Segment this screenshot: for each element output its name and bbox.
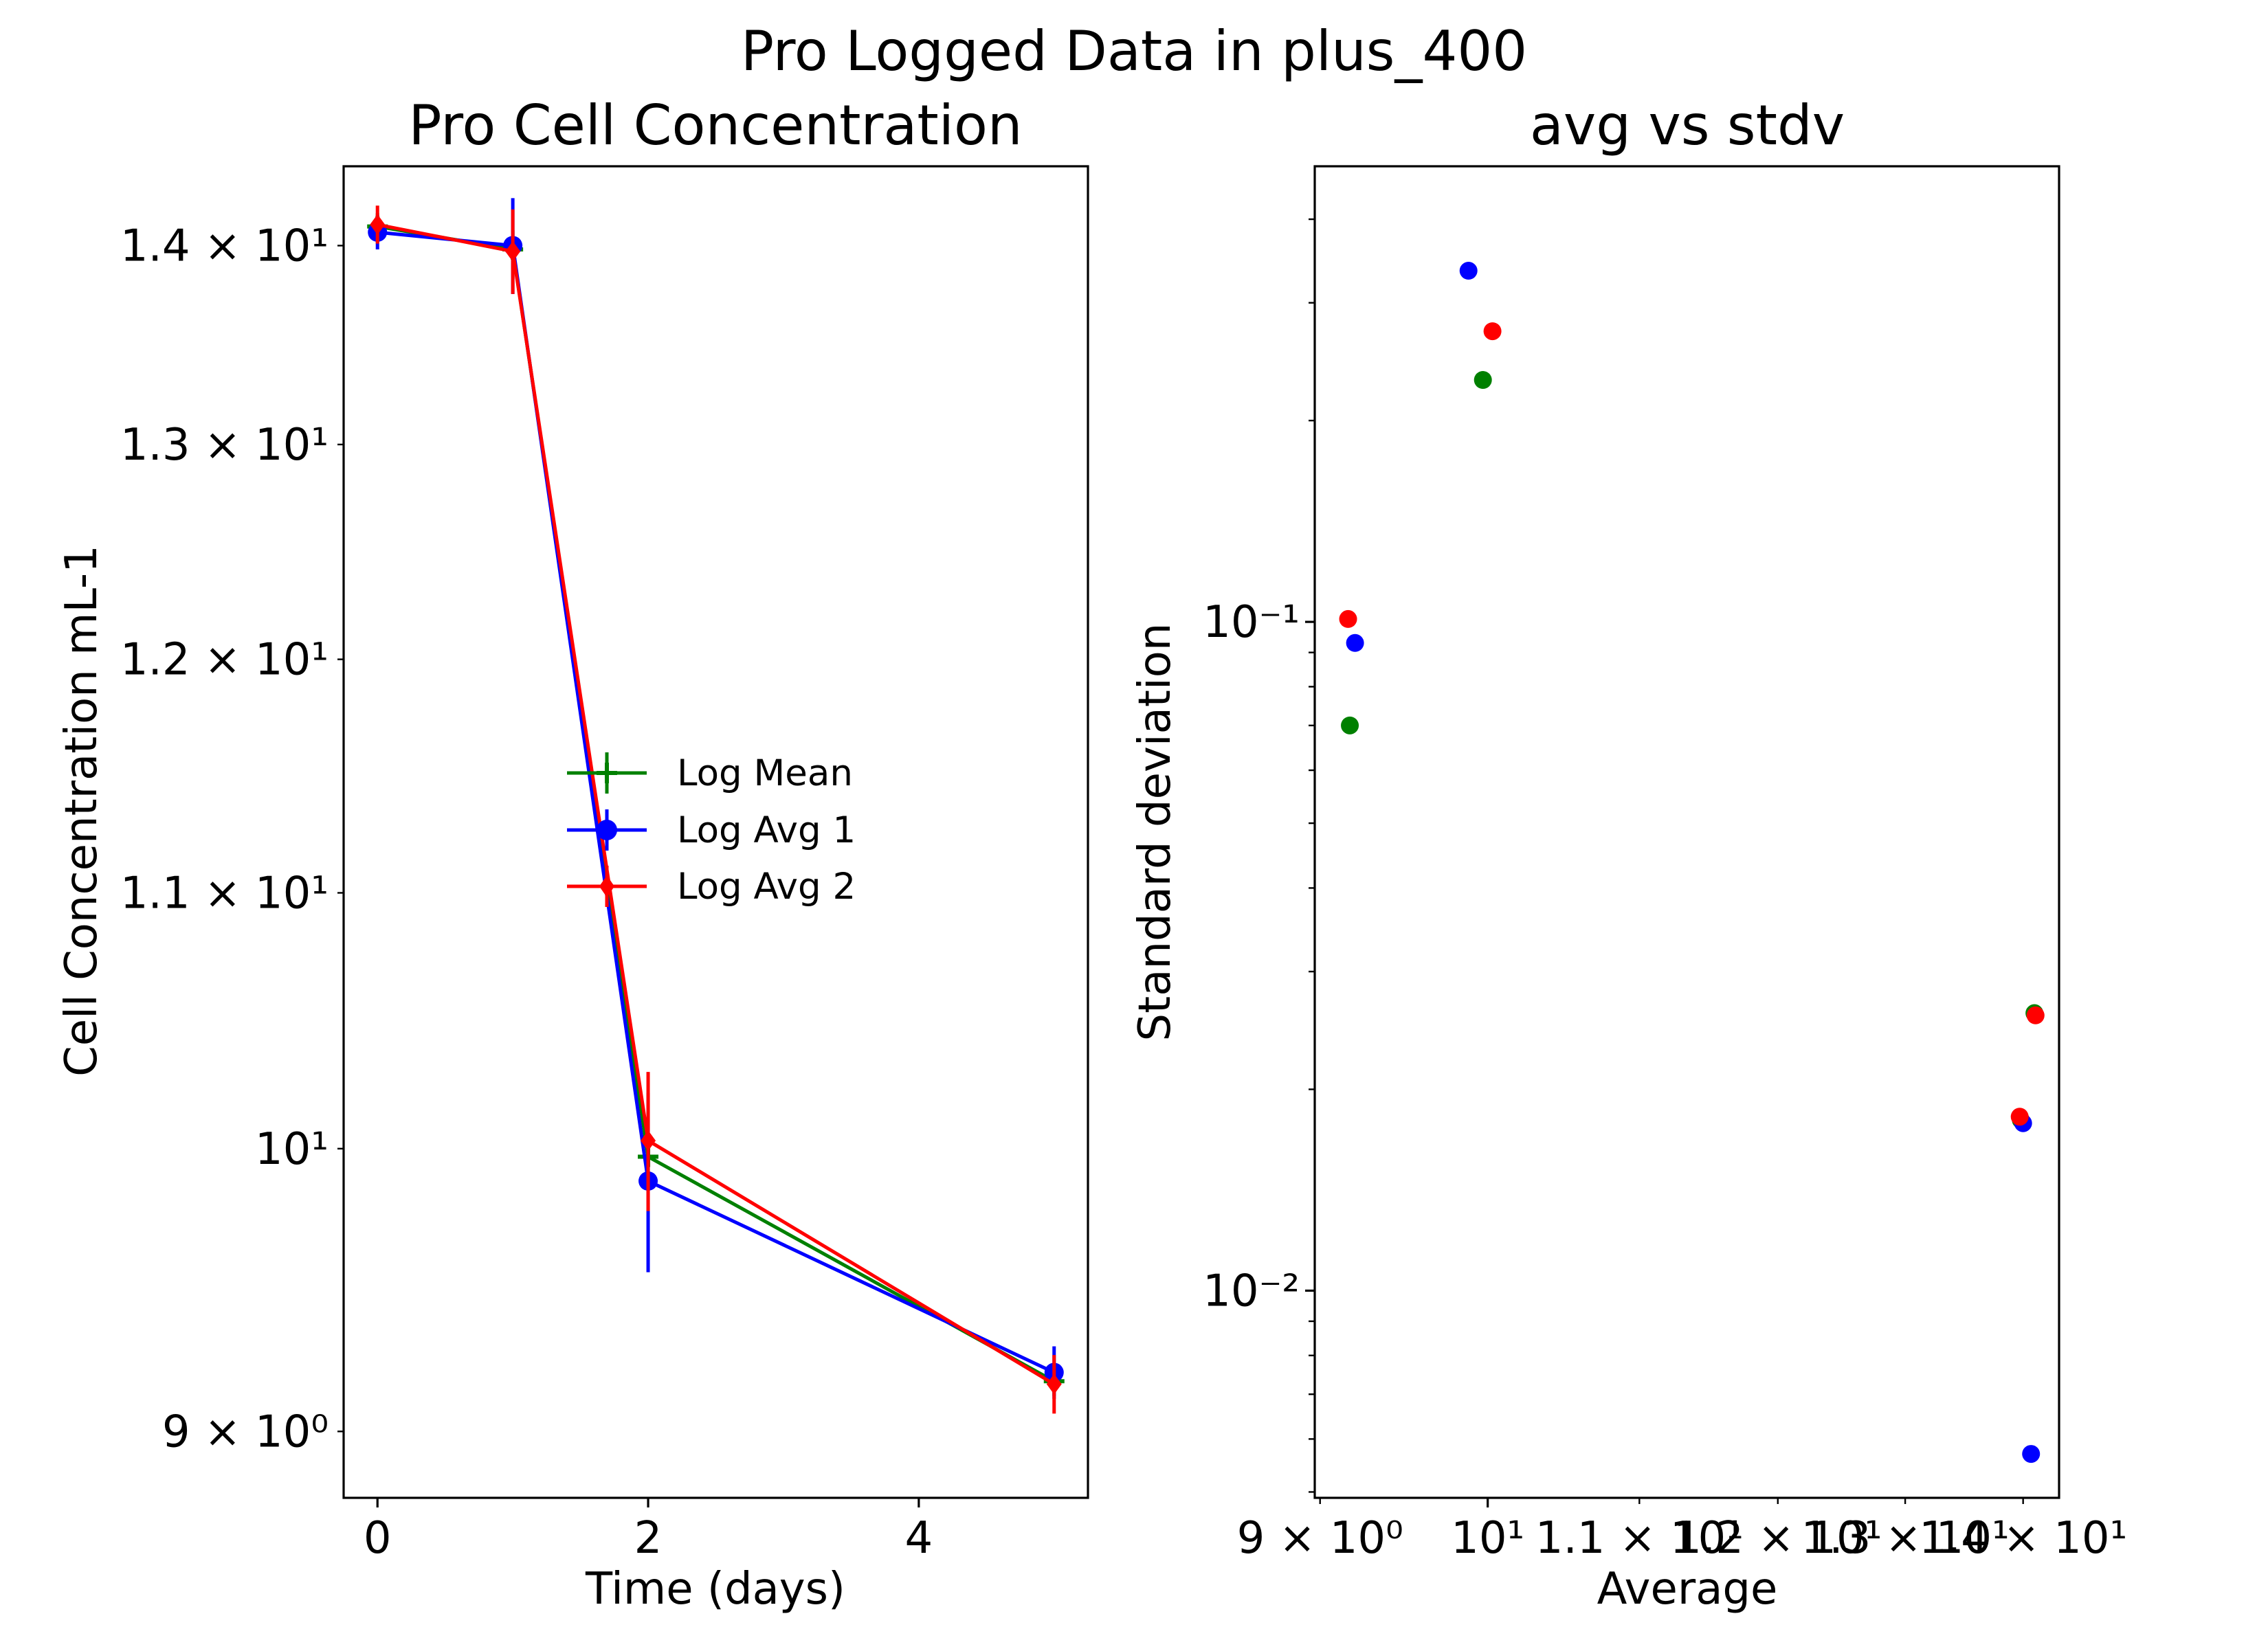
legend-label-log-avg-2: Log Avg 2 — [677, 866, 856, 908]
right-x-tick-label: 1.1 × 10¹ — [1535, 1513, 1744, 1564]
scatter-point — [1339, 609, 1357, 628]
series-log-avg-2 — [370, 205, 1062, 1414]
scatter-group-2 — [1346, 262, 2041, 1463]
legend-label-log-mean: Log Mean — [677, 752, 853, 794]
series-log-mean — [367, 213, 1065, 1396]
right-x-tick-label: 1.3 × 10¹ — [1801, 1513, 2010, 1564]
scatter-group-1 — [1341, 371, 2044, 1129]
left-x-tick-label: 4 — [905, 1513, 933, 1564]
figure-suptitle: Pro Logged Data in plus_400 — [741, 19, 1527, 83]
legend-item-log-mean: Log Mean — [567, 752, 853, 794]
series-line — [377, 223, 1056, 1386]
scatter-point — [1346, 633, 1364, 652]
right-panel: avg vs stdv Average Standard deviation 9… — [1130, 93, 2127, 1615]
scatter-point — [1341, 716, 1359, 734]
right-panel-plot-area — [1339, 262, 2045, 1463]
legend-marker-log-avg-1 — [597, 820, 617, 840]
series-line — [377, 225, 1055, 1383]
left-y-tick-label: 1.2 × 10¹ — [120, 635, 329, 686]
series-log-avg-1 — [368, 198, 1064, 1399]
right-panel-xlabel: Average — [1597, 1564, 1778, 1615]
right-x-tick-label: 1.4 × 10¹ — [1919, 1513, 2127, 1564]
left-panel-xlabel: Time (days) — [585, 1564, 845, 1615]
scatter-group-3 — [1339, 322, 2045, 1126]
right-x-tick-label: 10¹ — [1451, 1513, 1524, 1564]
left-y-tick-label: 10¹ — [255, 1124, 329, 1175]
legend-marker-log-mean — [597, 763, 617, 783]
left-y-tick-label: 1.1 × 10¹ — [120, 868, 329, 919]
left-x-tick-label: 2 — [634, 1513, 663, 1564]
legend: Log Mean Log Avg 1 Log Avg 2 — [567, 752, 856, 908]
data-point — [370, 214, 386, 235]
right-panel-ylabel: Standard deviation — [1130, 623, 1181, 1042]
legend-label-log-avg-1: Log Avg 1 — [677, 809, 856, 851]
left-panel: Pro Cell Concentration Time (days) Cell … — [56, 93, 1089, 1615]
scatter-point — [1474, 371, 1492, 390]
data-point — [505, 240, 521, 262]
left-panel-ticks: 0 2 4 9 × 10⁰ 10¹ 1.1 × 10¹ 1.2 × 10¹ 1.3 × 10¹… — [120, 221, 933, 1564]
data-point — [1046, 1373, 1062, 1395]
right-panel-title: avg vs stdv — [1530, 93, 1845, 157]
left-y-tick-label: 1.3 × 10¹ — [120, 420, 329, 471]
left-panel-frame — [342, 165, 1089, 1499]
left-y-tick-label: 1.4 × 10¹ — [120, 221, 329, 271]
scatter-point — [2022, 1445, 2041, 1463]
left-x-tick-label: 0 — [364, 1513, 392, 1564]
right-x-tick-label: 9 × 10⁰ — [1237, 1513, 1403, 1564]
right-y-tick-label: 10⁻¹ — [1203, 597, 1300, 648]
scatter-point — [2010, 1108, 2029, 1126]
right-x-tick-label: 1.2 × 10¹ — [1674, 1513, 1882, 1564]
legend-item-log-avg-1: Log Avg 1 — [567, 809, 856, 851]
legend-marker-log-avg-2 — [599, 875, 614, 897]
left-panel-title: Pro Cell Concentration — [408, 93, 1022, 157]
left-panel-ylabel: Cell Concentration mL-1 — [56, 545, 107, 1077]
data-point — [641, 1130, 656, 1152]
right-panel-frame — [1313, 165, 2060, 1499]
legend-item-log-avg-2: Log Avg 2 — [567, 866, 856, 908]
scatter-point — [1459, 262, 1478, 280]
right-y-tick-label: 10⁻² — [1203, 1266, 1300, 1316]
left-y-tick-label: 9 × 10⁰ — [162, 1406, 329, 1457]
series-line — [377, 230, 1055, 1374]
left-panel-plot-area — [367, 198, 1065, 1414]
scatter-point — [1483, 322, 1502, 341]
scatter-point — [2026, 1006, 2045, 1024]
